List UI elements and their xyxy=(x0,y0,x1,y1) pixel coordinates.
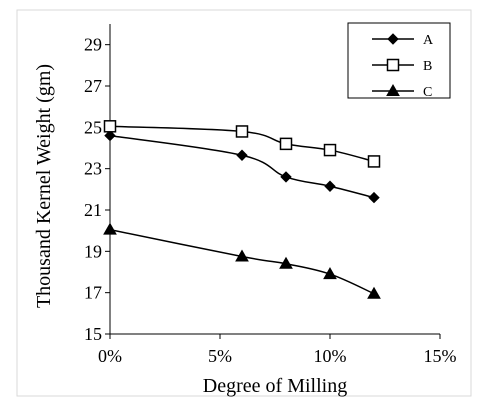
data-point-C xyxy=(367,286,381,299)
y-tick-label: 21 xyxy=(84,200,102,220)
x-axis-ticks: 0% 5% 10% 15% xyxy=(98,334,457,366)
y-axis-title: Thousand Kernel Weight (gm) xyxy=(33,64,55,308)
legend-item-C: C xyxy=(372,83,432,100)
y-tick-label: 15 xyxy=(84,324,102,344)
data-point-B xyxy=(103,120,117,133)
x-axis-title: Degree of Milling xyxy=(203,375,347,397)
data-point-C xyxy=(235,249,249,262)
data-point-A xyxy=(368,191,380,204)
x-tick-label: 0% xyxy=(98,346,122,366)
data-point-B xyxy=(279,137,293,151)
x-tick-label: 5% xyxy=(208,346,232,366)
y-axis-ticks: 15 17 19 21 23 25 27 29 xyxy=(84,35,110,344)
y-tick-label: 27 xyxy=(84,76,102,96)
x-tick-label: 15% xyxy=(424,346,457,366)
series-A xyxy=(104,129,380,204)
data-point-A xyxy=(324,180,336,192)
y-tick-label: 29 xyxy=(84,35,102,55)
x-tick-label: 10% xyxy=(314,346,347,366)
legend-label: B xyxy=(423,59,432,74)
series-B xyxy=(103,120,381,168)
y-tick-label: 23 xyxy=(84,159,102,179)
y-tick-label: 19 xyxy=(84,241,102,261)
legend-marker-B xyxy=(386,58,400,72)
legend-item-B: B xyxy=(372,58,432,74)
data-point-C xyxy=(103,222,117,235)
series-C xyxy=(103,222,381,299)
data-point-B xyxy=(235,125,249,138)
data-point-C xyxy=(323,267,337,280)
series-layer xyxy=(103,120,381,299)
series-line-C xyxy=(109,228,375,295)
legend-item-A: A xyxy=(372,33,434,48)
chart-border xyxy=(16,9,472,397)
data-point-B xyxy=(367,155,381,168)
series-line-A xyxy=(109,134,375,199)
legend: ABC xyxy=(347,22,451,100)
legend-label: A xyxy=(423,33,434,48)
y-tick-label: 25 xyxy=(84,117,102,137)
y-tick-label: 17 xyxy=(84,283,102,303)
legend-marker-C xyxy=(386,83,400,96)
data-point-A xyxy=(280,171,292,183)
data-point-C xyxy=(279,256,293,269)
legend-marker-A xyxy=(387,33,399,45)
data-point-B xyxy=(323,143,337,157)
legend-label: C xyxy=(423,85,432,100)
data-point-A xyxy=(104,129,116,142)
data-point-A xyxy=(236,149,248,161)
